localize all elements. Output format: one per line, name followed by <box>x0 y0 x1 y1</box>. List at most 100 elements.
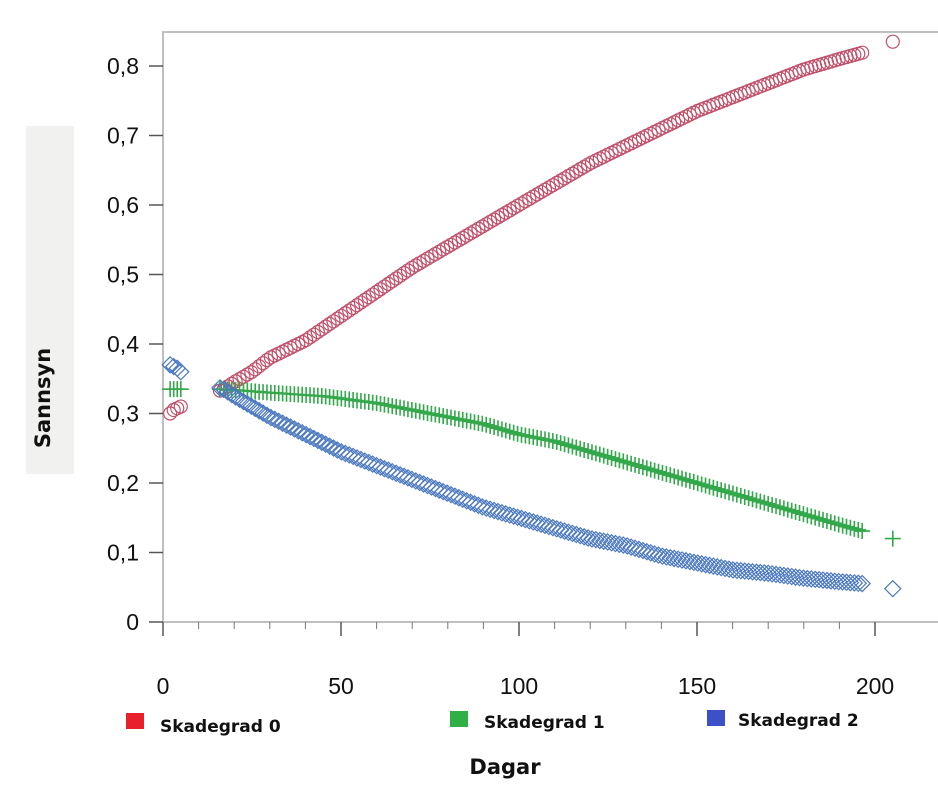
data-point <box>318 319 333 334</box>
data-point <box>447 235 463 250</box>
data-point <box>705 479 722 496</box>
data-point <box>353 295 369 310</box>
data-point <box>587 530 605 549</box>
data-point <box>285 420 304 438</box>
data-point <box>412 256 427 271</box>
data-point <box>320 437 339 456</box>
data-point <box>439 240 455 255</box>
series-1 <box>162 381 901 547</box>
data-point <box>752 493 769 510</box>
data-point <box>530 187 545 202</box>
data-point <box>416 253 431 268</box>
data-point <box>794 569 813 588</box>
data-point <box>163 406 178 421</box>
data-point <box>803 508 820 525</box>
data-point <box>314 322 329 337</box>
data-point <box>712 558 731 577</box>
data-point <box>841 573 860 592</box>
data-point <box>740 490 757 507</box>
data-point <box>544 432 561 449</box>
data-point <box>748 492 765 509</box>
data-point <box>767 565 785 584</box>
data-point <box>623 455 640 472</box>
data-point <box>709 480 726 497</box>
data-point <box>246 399 265 418</box>
data-point <box>884 530 901 547</box>
data-point <box>381 276 396 291</box>
data-point <box>665 549 684 568</box>
data-point <box>598 533 617 551</box>
legend-swatch <box>707 710 725 726</box>
data-point <box>764 496 781 513</box>
data-point <box>164 357 183 376</box>
data-point <box>606 534 625 553</box>
data-point <box>226 388 245 406</box>
data-point <box>357 292 372 308</box>
data-point <box>549 175 564 190</box>
data-point <box>493 421 510 438</box>
x-tick-label: 0 <box>157 673 170 699</box>
data-point <box>463 226 478 241</box>
x-axis: 0 50 100 150 200 <box>157 622 894 699</box>
data-point <box>552 435 569 452</box>
data-point <box>334 308 349 324</box>
data-point <box>666 468 683 485</box>
data-point <box>526 189 541 204</box>
data-point <box>211 379 229 397</box>
data-point <box>479 217 494 232</box>
data-point <box>830 516 847 533</box>
data-point <box>455 230 470 246</box>
data-point <box>642 461 659 478</box>
data-point <box>509 425 526 442</box>
x-tick-label: 200 <box>856 673 894 699</box>
data-point <box>505 424 522 441</box>
data-point <box>603 449 620 466</box>
legend-label: Skadegrad 1 <box>484 713 605 733</box>
data-point <box>760 495 777 512</box>
legend-label: Skadegrad 0 <box>160 717 281 737</box>
data-point <box>716 559 734 578</box>
data-point <box>854 523 871 540</box>
data-point <box>361 290 376 305</box>
data-point <box>661 548 680 567</box>
data-point <box>498 205 513 220</box>
data-point <box>850 521 867 538</box>
data-point <box>768 498 785 515</box>
data-point <box>838 518 855 535</box>
series-2 <box>161 356 902 598</box>
data-point <box>713 482 730 499</box>
data-point <box>720 560 738 579</box>
data-point <box>662 467 679 484</box>
data-point <box>346 300 361 316</box>
data-point <box>681 472 698 489</box>
data-point <box>392 268 408 283</box>
data-point <box>583 530 601 548</box>
data-point <box>790 568 809 587</box>
data-point <box>818 571 836 590</box>
data-point <box>849 574 868 593</box>
data-point <box>369 284 384 299</box>
data-point <box>649 546 668 564</box>
data-point <box>553 173 568 188</box>
data-point <box>548 433 565 450</box>
data-point <box>653 547 672 566</box>
y-tick-label: 0,8 <box>107 53 139 79</box>
data-point <box>717 483 734 500</box>
data-point <box>576 441 593 458</box>
data-point <box>692 554 711 573</box>
data-point <box>658 466 675 483</box>
data-point <box>482 417 499 434</box>
data-point <box>791 505 808 522</box>
data-point <box>630 458 647 475</box>
data-point <box>514 196 529 211</box>
data-point <box>771 566 789 584</box>
data-point <box>833 573 852 591</box>
data-point <box>518 194 533 209</box>
data-point <box>728 486 745 503</box>
ylabel-band <box>26 126 74 474</box>
data-point <box>602 533 621 552</box>
data-point <box>467 223 482 239</box>
data-point <box>564 438 581 455</box>
data-point <box>537 182 553 197</box>
data-point <box>497 422 514 439</box>
